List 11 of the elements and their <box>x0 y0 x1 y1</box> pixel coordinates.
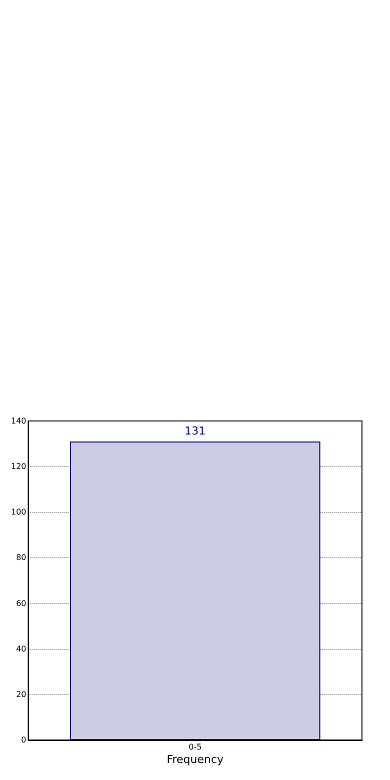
y-tick-label: 20 <box>16 690 26 699</box>
y-tick-label: 120 <box>10 462 26 472</box>
x-tick-label: 0-5 <box>188 742 202 752</box>
y-tick-label: 140 <box>10 416 26 426</box>
y-tick-label: 80 <box>16 553 26 562</box>
x-axis-title: Frequency <box>166 753 224 766</box>
y-tick-label: 60 <box>16 598 26 608</box>
y-tick-label: 0 <box>21 736 26 744</box>
data-label: 131 <box>184 424 206 438</box>
y-tick-label: 100 <box>10 508 26 517</box>
y-tick-label: 40 <box>16 644 26 654</box>
